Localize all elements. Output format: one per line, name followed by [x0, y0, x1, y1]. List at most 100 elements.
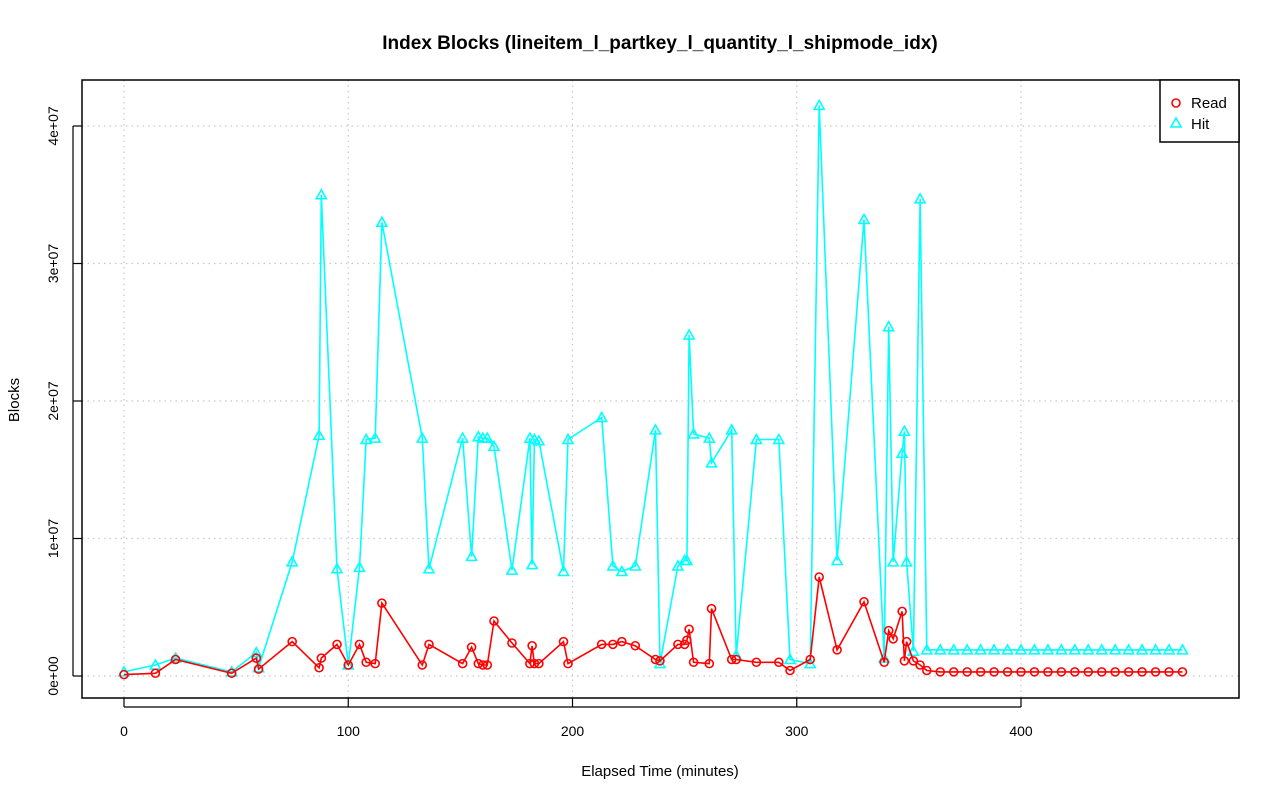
read-point: [883, 625, 894, 636]
hit-point: [895, 446, 909, 459]
read-point: [726, 654, 737, 665]
hit-point: [368, 431, 382, 443]
read-point: [785, 665, 795, 676]
hit-point: [1108, 643, 1122, 655]
hit-point: [532, 434, 546, 446]
hit-point: [857, 212, 871, 225]
read-point: [608, 639, 618, 650]
read-point: [650, 654, 661, 665]
read-point: [859, 596, 869, 607]
read-point: [922, 665, 932, 676]
legend-hit-marker: [1169, 116, 1183, 128]
read-point: [563, 658, 573, 669]
read-point: [731, 654, 742, 665]
read-point: [482, 660, 493, 670]
hit-point: [1135, 643, 1149, 655]
read-point: [935, 667, 946, 677]
read-point: [908, 656, 919, 666]
hit-point: [987, 643, 1001, 655]
read-point: [1043, 667, 1053, 677]
hit-point: [1028, 643, 1041, 655]
hit-point: [725, 423, 739, 435]
hit-point: [353, 560, 366, 573]
hit-point: [525, 557, 539, 570]
hit-point: [1149, 643, 1162, 655]
y-tick-label: 2e+07: [45, 381, 61, 421]
hit-point: [947, 643, 961, 655]
read-point: [1070, 667, 1080, 677]
read-point: [1164, 667, 1174, 677]
hit-point: [628, 559, 642, 571]
hit-point: [1162, 643, 1176, 655]
series-line-hit: [123, 105, 1183, 673]
read-point: [119, 669, 129, 680]
x-tick-label: 400: [1009, 723, 1033, 739]
read-point: [751, 657, 762, 668]
read-point: [879, 657, 890, 668]
y-tick-label: 3e+07: [45, 244, 61, 284]
read-point: [1177, 667, 1188, 677]
hit-point: [480, 431, 494, 443]
read-point: [170, 654, 181, 665]
read-point: [673, 639, 683, 650]
hit-point: [900, 555, 913, 567]
read-point: [655, 656, 665, 666]
hit-point: [1068, 643, 1082, 655]
hit-point: [886, 555, 900, 567]
read-point: [1150, 667, 1161, 677]
hit-point: [465, 549, 478, 562]
axes: 0 100 200 300 400 0e+00 1e+07 2e+07 3e+07 4e+07: [45, 106, 1033, 739]
hit-point: [557, 564, 570, 577]
read-point: [901, 636, 912, 647]
hit-point: [960, 643, 974, 655]
read-point: [975, 667, 986, 677]
hit-point: [415, 431, 429, 443]
hit-point: [1176, 643, 1189, 655]
hit-point: [169, 651, 182, 663]
read-point: [774, 657, 784, 668]
hit-point: [671, 559, 685, 571]
read-point: [897, 606, 907, 617]
read-point: [525, 658, 535, 669]
hit-point: [422, 562, 436, 574]
read-point: [354, 639, 365, 650]
read-point: [617, 636, 627, 647]
read-point: [962, 667, 972, 677]
read-point: [558, 636, 569, 647]
read-point: [332, 639, 342, 650]
hit-point: [1001, 643, 1014, 655]
read-point: [150, 668, 161, 679]
hit-point: [680, 553, 694, 566]
read-point: [457, 658, 468, 669]
x-tick-label: 300: [785, 723, 809, 739]
read-point: [226, 668, 237, 679]
chart-title: Index Blocks (lineitem_l_partkey_l_quant…: [382, 33, 937, 54]
hit-point: [615, 564, 629, 577]
read-point: [630, 640, 641, 651]
read-point: [253, 664, 264, 674]
read-point: [377, 598, 387, 608]
hit-point: [456, 431, 469, 443]
hit-point: [359, 432, 373, 445]
hit-point: [882, 320, 896, 332]
read-point: [682, 635, 692, 646]
read-point: [899, 656, 910, 666]
read-point: [287, 636, 297, 647]
read-point: [1002, 667, 1013, 677]
read-point: [1123, 667, 1134, 677]
hit-point: [312, 428, 326, 441]
hit-point: [702, 431, 716, 443]
hit-point: [907, 644, 920, 657]
hit-point: [314, 188, 328, 200]
y-tick-label: 4e+07: [45, 106, 61, 146]
hit-point: [898, 424, 911, 437]
read-point: [473, 658, 484, 669]
read-point: [888, 634, 898, 644]
legend: Read Hit: [1159, 79, 1240, 143]
hit-point: [705, 456, 718, 468]
hit-point: [682, 328, 696, 340]
series-line-read: [123, 576, 1183, 676]
hit-point: [1055, 643, 1068, 655]
read-point: [684, 624, 694, 635]
